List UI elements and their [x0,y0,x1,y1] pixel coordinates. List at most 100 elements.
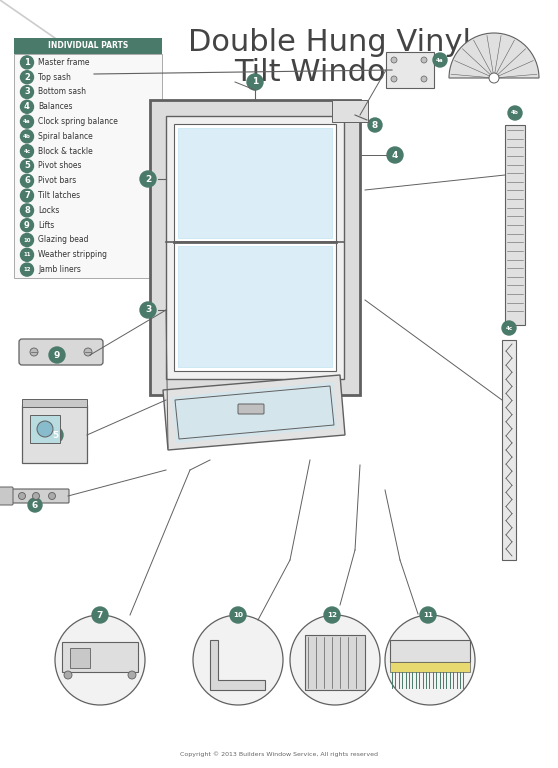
Text: 4a: 4a [23,119,31,124]
Text: 11: 11 [23,253,31,257]
Circle shape [21,130,33,143]
Text: 3: 3 [24,88,30,97]
FancyBboxPatch shape [70,648,90,668]
FancyBboxPatch shape [22,405,87,463]
Text: Tilt latches: Tilt latches [38,191,80,200]
Circle shape [421,57,427,63]
Text: 4: 4 [392,151,398,160]
FancyBboxPatch shape [9,489,69,503]
FancyBboxPatch shape [62,642,138,672]
Circle shape [92,607,108,623]
FancyBboxPatch shape [505,125,525,325]
Text: 11: 11 [423,612,433,618]
Circle shape [21,263,33,276]
Text: 1: 1 [24,58,30,67]
Text: 5: 5 [24,161,30,170]
Text: 9: 9 [54,350,60,359]
Circle shape [21,101,33,114]
Text: Balances: Balances [38,102,73,111]
Text: 4c: 4c [506,326,513,330]
FancyBboxPatch shape [386,52,434,88]
Text: 2: 2 [24,73,30,81]
FancyBboxPatch shape [30,415,60,443]
Text: Top sash: Top sash [38,73,71,81]
Text: Double Hung Vinyl: Double Hung Vinyl [189,28,472,57]
FancyBboxPatch shape [0,487,13,505]
Text: 4b: 4b [511,111,519,115]
FancyBboxPatch shape [238,404,264,414]
FancyBboxPatch shape [14,38,162,54]
Circle shape [32,492,40,499]
Circle shape [128,671,136,679]
Text: Bottom sash: Bottom sash [38,88,86,97]
Circle shape [37,421,53,437]
Text: 9: 9 [24,220,30,230]
Circle shape [21,248,33,261]
Text: 3: 3 [145,306,151,315]
Circle shape [18,492,26,499]
Circle shape [140,171,156,187]
Circle shape [49,492,55,499]
Text: 6: 6 [32,501,38,509]
Circle shape [30,348,38,356]
Polygon shape [163,375,345,450]
Circle shape [55,615,145,705]
Circle shape [387,147,403,163]
Text: 7: 7 [24,191,30,200]
Polygon shape [305,635,365,690]
Text: Block & tackle: Block & tackle [38,147,93,156]
Circle shape [140,302,156,318]
Text: Weather stripping: Weather stripping [38,250,107,260]
Circle shape [230,607,246,623]
Text: 7: 7 [97,611,103,620]
Circle shape [368,118,382,132]
Text: Jamb liners: Jamb liners [38,265,81,274]
FancyBboxPatch shape [390,662,470,672]
Text: Glazing bead: Glazing bead [38,236,89,244]
Text: 6: 6 [24,177,30,185]
Text: 4: 4 [24,102,30,111]
Text: 10: 10 [23,237,31,243]
FancyBboxPatch shape [166,116,344,379]
Text: INDIVIDUAL PARTS: INDIVIDUAL PARTS [48,41,128,51]
Circle shape [290,615,380,705]
Wedge shape [449,33,539,78]
Circle shape [420,607,436,623]
Circle shape [489,73,499,83]
Circle shape [21,144,33,157]
Text: Tilt Windows: Tilt Windows [234,58,426,87]
Text: Master frame: Master frame [38,58,89,67]
Circle shape [193,615,283,705]
Circle shape [21,233,33,247]
Text: Pivot bars: Pivot bars [38,177,76,185]
FancyBboxPatch shape [174,124,336,371]
FancyBboxPatch shape [19,339,103,365]
Circle shape [421,76,427,82]
Polygon shape [210,640,265,690]
Circle shape [21,115,33,128]
Circle shape [28,498,42,512]
Text: Locks: Locks [38,206,59,215]
Circle shape [21,204,33,217]
Circle shape [21,56,33,69]
Text: Copyright © 2013 Builders Window Service, All rights reserved: Copyright © 2013 Builders Window Service… [180,751,378,757]
Circle shape [21,71,33,84]
Text: 10: 10 [233,612,243,618]
Circle shape [21,160,33,173]
FancyBboxPatch shape [14,54,162,278]
Text: 12: 12 [23,267,31,272]
Circle shape [64,671,72,679]
FancyBboxPatch shape [178,128,332,238]
FancyBboxPatch shape [332,100,368,122]
Circle shape [21,189,33,202]
Circle shape [21,219,33,232]
Polygon shape [172,382,337,443]
FancyBboxPatch shape [502,340,516,560]
Circle shape [508,106,522,120]
Circle shape [324,607,340,623]
Text: 4b: 4b [23,134,31,139]
Text: Lifts: Lifts [38,220,54,230]
Circle shape [84,348,92,356]
FancyBboxPatch shape [178,246,332,367]
Circle shape [21,174,33,187]
